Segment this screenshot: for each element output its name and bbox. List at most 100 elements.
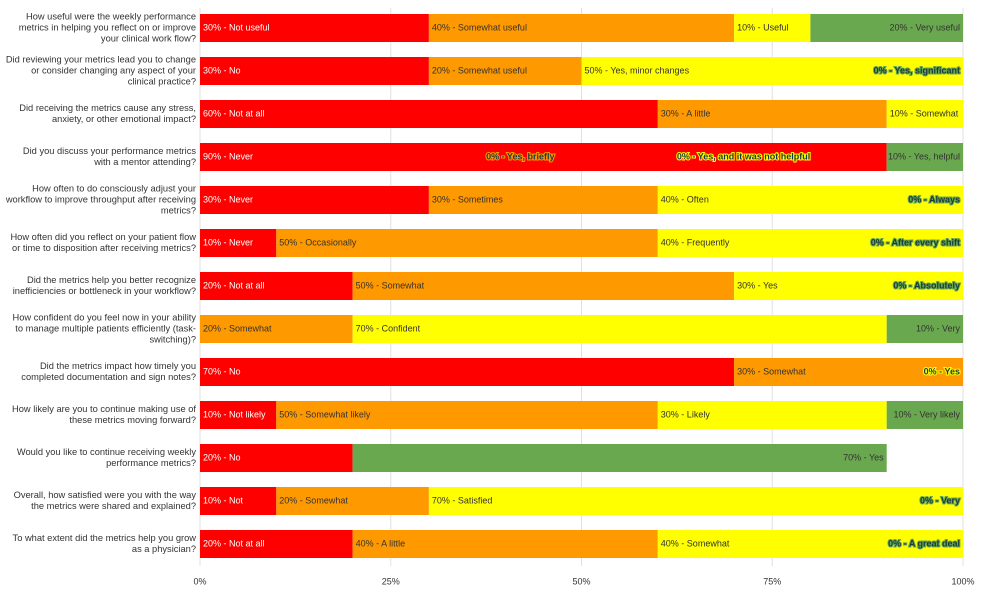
question-label: Did receiving the metrics cause any stre… xyxy=(19,103,196,124)
zero-value-label: 0% - Yes, briefly xyxy=(486,151,554,161)
bar-segment xyxy=(200,143,887,171)
value-label: 20% - Very useful xyxy=(889,22,960,32)
bar-segment xyxy=(810,14,963,42)
value-label: 50% - Occasionally xyxy=(279,237,357,247)
bar-segment xyxy=(200,315,353,343)
value-label: 30% - No xyxy=(203,65,241,75)
value-label: 70% - Confident xyxy=(356,323,421,333)
question-label: Overall, how satisfied were you with the… xyxy=(13,490,196,511)
value-label: 10% - Yes, helpful xyxy=(888,151,960,161)
bar-segment xyxy=(200,487,277,515)
bar-segment xyxy=(200,444,353,472)
bar-segment xyxy=(200,186,429,214)
value-label: 10% - Not xyxy=(203,495,244,505)
value-label: 30% - Not useful xyxy=(203,22,270,32)
x-tick-label: 75% xyxy=(763,576,781,586)
bar-segment xyxy=(581,57,963,85)
bar-segment xyxy=(200,358,735,386)
value-label: 30% - Yes xyxy=(737,280,778,290)
value-label: 10% - Very xyxy=(916,323,961,333)
value-label: 10% - Very likely xyxy=(893,409,960,419)
bar-segment xyxy=(276,487,429,515)
bar-segment xyxy=(200,57,429,85)
bar-segment xyxy=(886,401,963,429)
value-label: 30% - Somewhat xyxy=(737,366,806,376)
value-label: 60% - Not at all xyxy=(203,108,265,118)
bar-segment xyxy=(352,444,887,472)
bar-segment xyxy=(428,186,658,214)
value-label: 10% - Never xyxy=(203,237,253,247)
question-label: To what extent did the metrics help you … xyxy=(12,533,196,554)
bar-segment xyxy=(657,229,963,257)
bar-segment xyxy=(657,100,887,128)
bar-segment xyxy=(352,315,887,343)
question-label: How useful were the weekly performance m… xyxy=(18,11,196,44)
bar-segment xyxy=(428,14,735,42)
bar-segment xyxy=(200,272,353,300)
bar-segment xyxy=(734,272,963,300)
value-label: 10% - Useful xyxy=(737,22,789,32)
value-label: 90% - Never xyxy=(203,151,253,161)
zero-value-label: 0% - Yes xyxy=(924,366,960,376)
value-label: 10% - Somewhat xyxy=(890,108,959,118)
question-label: Did you discuss your performance metrics… xyxy=(22,146,196,167)
bar-segment xyxy=(276,401,658,429)
value-label: 30% - A little xyxy=(661,108,711,118)
question-label: How likely are you to continue making us… xyxy=(12,404,196,425)
value-label: 20% - No xyxy=(203,452,241,462)
bar-segment xyxy=(734,358,963,386)
value-label: 30% - Sometimes xyxy=(432,194,504,204)
bar-segment xyxy=(200,14,429,42)
question-label: Did the metrics help you better recogniz… xyxy=(12,275,196,296)
zero-value-label: 0% - After every shift xyxy=(871,237,960,247)
value-label: 20% - Somewhat useful xyxy=(432,65,527,75)
bar-segment xyxy=(352,530,658,558)
value-label: 20% - Not at all xyxy=(203,280,265,290)
question-label: Did the metrics impact how timely you co… xyxy=(21,361,196,382)
question-label: How often did you reflect on your patien… xyxy=(10,232,196,253)
zero-value-label: 0% - Always xyxy=(908,194,960,204)
question-label: How often to do consciously adjust your … xyxy=(5,183,196,216)
value-label: 40% - Frequently xyxy=(661,237,730,247)
value-label: 40% - Often xyxy=(661,194,709,204)
value-label: 10% - Not likely xyxy=(203,409,266,419)
value-label: 50% - Yes, minor changes xyxy=(585,65,690,75)
bar-segment xyxy=(734,14,811,42)
zero-value-label: 0% - Yes, and it was not helpful xyxy=(677,151,810,161)
x-tick-label: 100% xyxy=(951,576,974,586)
bar-segment xyxy=(200,100,658,128)
value-label: 70% - Yes xyxy=(843,452,884,462)
value-label: 50% - Somewhat likely xyxy=(279,409,371,419)
x-tick-label: 25% xyxy=(382,576,400,586)
bar-segment xyxy=(276,229,658,257)
value-label: 70% - Satisfied xyxy=(432,495,493,505)
value-label: 40% - Somewhat xyxy=(661,538,730,548)
zero-value-label: 0% - A great deal xyxy=(888,538,960,548)
value-label: 50% - Somewhat xyxy=(356,280,425,290)
value-label: 20% - Not at all xyxy=(203,538,265,548)
value-label: 70% - No xyxy=(203,366,241,376)
bar-segment xyxy=(657,530,963,558)
value-label: 20% - Somewhat xyxy=(203,323,272,333)
bar-segment xyxy=(428,487,963,515)
bar-segment xyxy=(657,186,963,214)
value-label: 30% - Likely xyxy=(661,409,711,419)
bar-segment xyxy=(200,229,277,257)
question-label: Did reviewing your metrics lead you to c… xyxy=(5,54,196,87)
bar-segment xyxy=(352,272,735,300)
question-label: Would you like to continue receiving wee… xyxy=(16,447,196,468)
value-label: 20% - Somewhat xyxy=(279,495,348,505)
bar-segment xyxy=(657,401,887,429)
question-label: How confident do you feel now in your ab… xyxy=(12,312,196,345)
zero-value-label: 0% - Yes, significant xyxy=(874,65,960,75)
value-label: 40% - A little xyxy=(356,538,406,548)
bar-segment xyxy=(886,143,963,171)
zero-value-label: 0% - Absolutely xyxy=(893,280,960,290)
bar-segment xyxy=(886,315,963,343)
zero-value-label: 0% - Very xyxy=(920,495,960,505)
bar-segment xyxy=(200,530,353,558)
bar-segment xyxy=(886,100,963,128)
x-tick-label: 50% xyxy=(572,576,590,586)
